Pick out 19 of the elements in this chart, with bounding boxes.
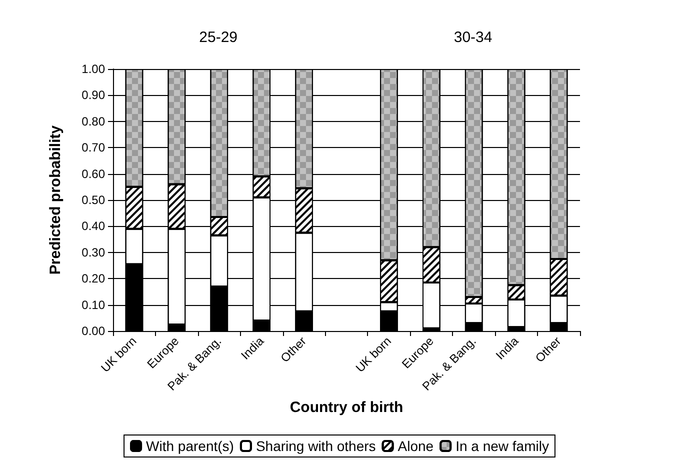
y-tick-label: 0.10 xyxy=(82,298,106,312)
legend-label: Sharing with others xyxy=(256,438,376,454)
y-tick-label: 0.60 xyxy=(82,166,106,181)
legend-label: Alone xyxy=(398,438,434,454)
text: 25-29 xyxy=(199,29,238,46)
x-tick-label: UK born xyxy=(352,334,394,376)
y-tick-label: 0.90 xyxy=(82,88,106,102)
y-tick-label: 0.70 xyxy=(82,140,106,155)
text: 30-34 xyxy=(454,29,492,46)
x-axis-title: Country of birth xyxy=(290,398,404,416)
legend-label: In a new family xyxy=(456,438,549,454)
y-tick-label: 0.50 xyxy=(82,193,106,207)
y-tick-label: 0.40 xyxy=(82,219,106,234)
y-axis-title: Predicted probability xyxy=(47,124,64,275)
y-tick-label: 0.80 xyxy=(82,114,106,128)
legend-label: With parent(s) xyxy=(146,438,234,454)
y-tick-label: 1.00 xyxy=(82,62,106,76)
y-tick-label: 0.20 xyxy=(82,272,106,286)
y-tick-label: 0.30 xyxy=(82,245,106,260)
